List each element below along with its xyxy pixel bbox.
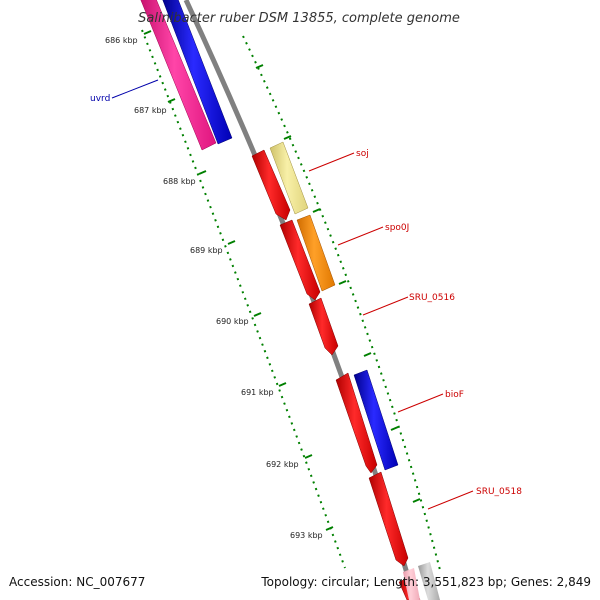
- ruler-label: 689 kbp: [190, 246, 223, 255]
- outer-tick: [338, 280, 347, 285]
- leader-line-SRU_0518: [427, 490, 474, 510]
- leader-line-SRU_0516: [362, 296, 409, 316]
- leader-line-soj: [308, 152, 355, 172]
- ruler-label: 693 kbp: [290, 531, 323, 540]
- ruler-tick: [167, 98, 176, 103]
- gene-label-SRU_0518[interactable]: SRU_0518: [476, 487, 522, 497]
- ruler-label: 687 kbp: [134, 106, 167, 115]
- gene-label-soj[interactable]: soj: [356, 149, 369, 159]
- outer-tick: [283, 135, 292, 140]
- gene-label-bioF[interactable]: bioF: [445, 390, 464, 400]
- ruler-labels: 686 kbp 687 kbp 688 kbp 689 kbp 690 kbp …: [105, 36, 323, 540]
- gene-label-SRU_0516[interactable]: SRU_0516: [409, 293, 455, 303]
- label-leaders: [111, 79, 474, 510]
- gene-feature-SRU_0518[interactable]: [368, 471, 409, 567]
- ruler-tick: [253, 312, 262, 317]
- gene-feature-spo0J[interactable]: [279, 219, 321, 301]
- cog-feature-lower-pink: [403, 568, 420, 600]
- leader-line-uvrd: [111, 79, 159, 99]
- genome-summary-text: Topology: circular; Length: 3,551,823 bp…: [260, 575, 591, 589]
- ruler-label: 691 kbp: [241, 388, 274, 397]
- ruler-label: 692 kbp: [266, 460, 299, 469]
- gene-feature-soj[interactable]: [251, 149, 291, 221]
- ruler-tick: [227, 240, 236, 245]
- ruler-label: 686 kbp: [105, 36, 138, 45]
- outer-tick: [312, 208, 321, 213]
- cog-feature-soj[interactable]: [269, 141, 309, 215]
- gene-feature-uvrd-pink[interactable]: [140, 0, 217, 151]
- ruler-tick: [304, 454, 313, 459]
- ruler-label: 688 kbp: [163, 177, 196, 186]
- ruler-tick: [278, 382, 287, 387]
- outer-tick: [390, 426, 399, 431]
- gene-feature-blue-upper[interactable]: [162, 0, 233, 145]
- ruler-track: [141, 29, 346, 569]
- gene-label-spo0J[interactable]: spo0J: [385, 223, 409, 233]
- gene-label-uvrd[interactable]: uvrd: [90, 94, 110, 104]
- outer-dotted-track: [242, 35, 441, 571]
- ruler-ticks: [143, 30, 334, 531]
- ruler-tick: [143, 30, 152, 35]
- ruler-label: 690 kbp: [216, 317, 249, 326]
- leader-line-bioF: [397, 393, 444, 413]
- outer-tick: [412, 498, 421, 503]
- cog-feature-spo0J[interactable]: [296, 214, 336, 292]
- cog-feature-bioF[interactable]: [353, 369, 399, 471]
- outer-tick: [255, 64, 264, 69]
- accession-text: Accession: NC_007677: [9, 575, 145, 589]
- leader-line-spo0J: [337, 226, 384, 246]
- outer-track-ticks: [255, 64, 421, 503]
- gene-feature-SRU_0516[interactable]: [308, 297, 339, 356]
- outer-tick: [363, 352, 372, 357]
- ruler-tick: [198, 170, 207, 175]
- cog-feature-lower-grey: [418, 562, 440, 600]
- map-title: Salinibacter ruber DSM 13855, complete g…: [138, 11, 460, 26]
- ruler-tick: [325, 526, 334, 531]
- gene-feature-bioF[interactable]: [335, 372, 378, 474]
